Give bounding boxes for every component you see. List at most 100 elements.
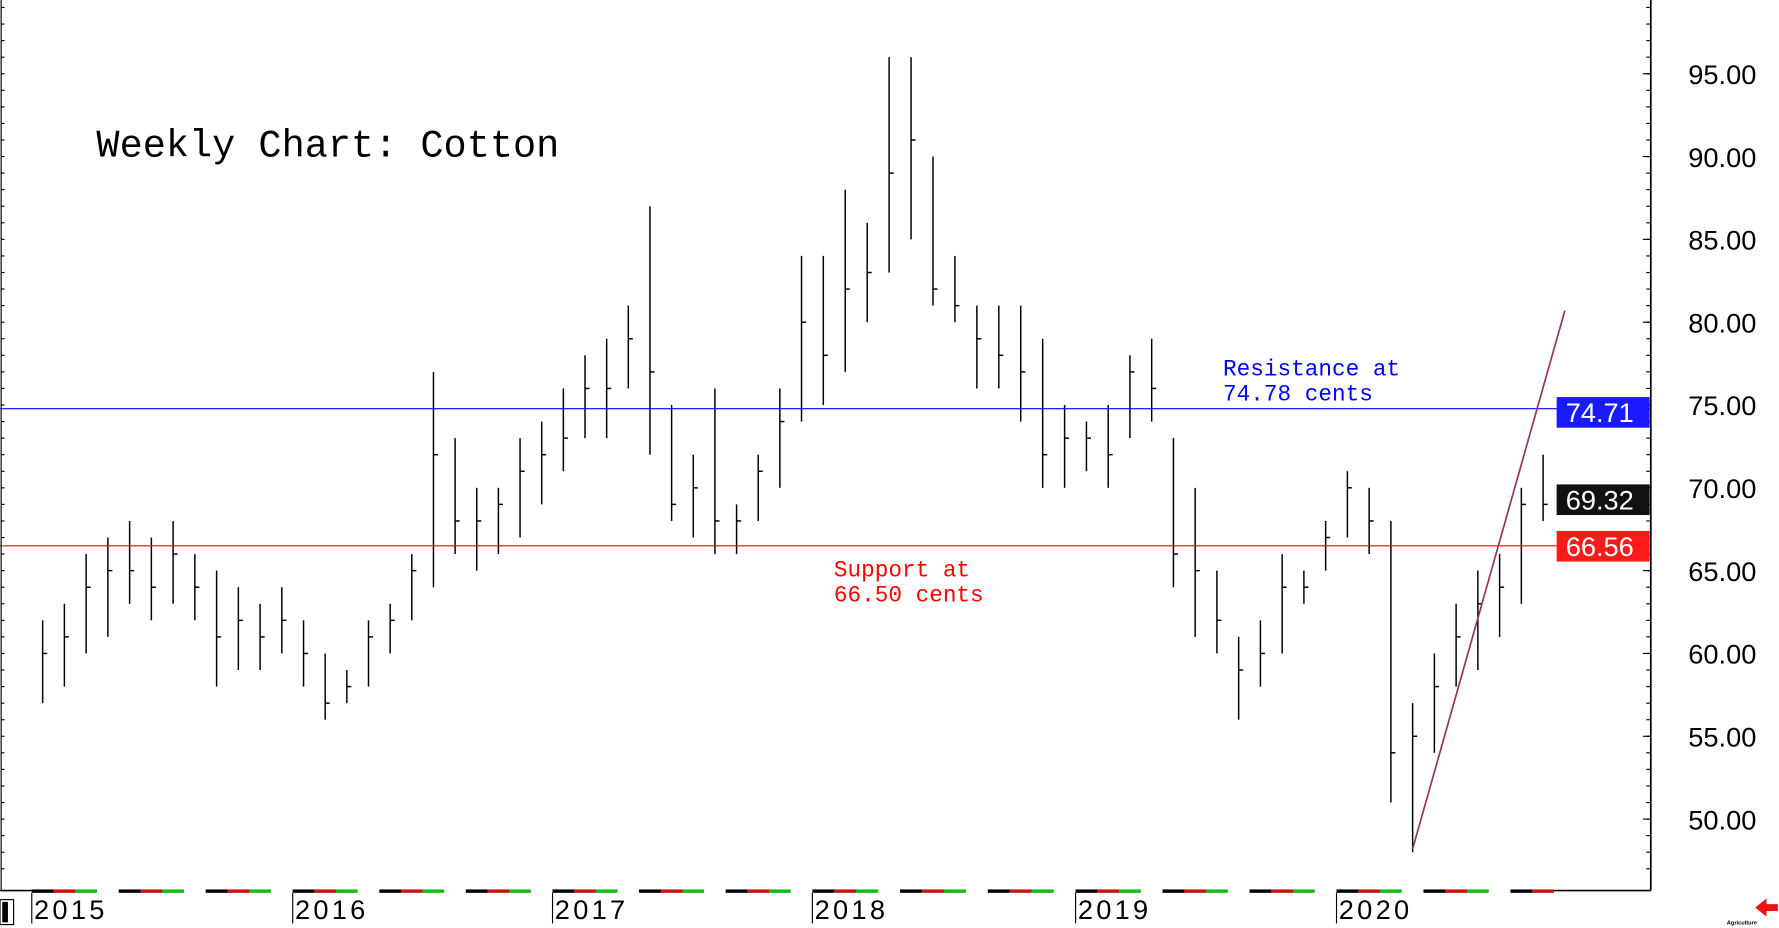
- strip-segment: [1031, 889, 1054, 893]
- last-price-marker: 69.32: [1566, 484, 1634, 515]
- price-bar: [1259, 620, 1265, 687]
- price-bar: [389, 603, 395, 654]
- y-tick-label: 90.00: [1688, 142, 1756, 173]
- price-bar: [1477, 570, 1483, 671]
- price-bar: [1303, 570, 1309, 604]
- price-bar: [1150, 338, 1157, 422]
- price-bar: [1346, 471, 1352, 538]
- strip-segment: [183, 889, 206, 893]
- strip-segment: [1271, 889, 1294, 893]
- x-tick-label: 2016: [295, 894, 365, 925]
- strip-segment: [140, 889, 163, 893]
- strip-segment: [249, 889, 271, 893]
- support-label-1: Support at: [834, 557, 970, 583]
- resistance-marker-bg: [1556, 397, 1650, 428]
- price-bar: [800, 255, 807, 422]
- strip-segment: [292, 889, 315, 893]
- price-bar: [128, 520, 135, 604]
- strip-segment: [1466, 889, 1489, 893]
- price-bar: [281, 587, 287, 654]
- strip-segment: [1097, 889, 1120, 893]
- price-bar: [779, 388, 785, 488]
- price-bar: [1216, 570, 1222, 654]
- support-marker: 66.56: [1566, 531, 1634, 562]
- x-tick-label: 2020: [1339, 894, 1409, 925]
- strip-segment: [205, 889, 228, 893]
- strip-segment: [227, 889, 250, 893]
- price-bar: [172, 520, 178, 604]
- x-tick-label: 2018: [815, 894, 885, 925]
- strip-segment: [1075, 889, 1098, 893]
- resistance-label-2: 74.78 cents: [1223, 381, 1373, 407]
- scroll-handle-grip: [2, 901, 8, 923]
- strip-segment: [1206, 889, 1228, 893]
- price-bar: [454, 438, 460, 555]
- strip-segment: [660, 889, 683, 893]
- strip-segment: [1336, 889, 1359, 893]
- price-bar: [63, 603, 69, 687]
- strip-segment: [487, 889, 510, 893]
- price-bar: [346, 670, 352, 704]
- price-bar: [1455, 603, 1461, 687]
- strip-segment: [53, 889, 76, 893]
- strip-segment: [1532, 889, 1554, 893]
- price-bar: [497, 487, 503, 555]
- strip-segment: [922, 889, 944, 893]
- price-bar: [1041, 338, 1048, 488]
- strip-segment: [118, 889, 141, 893]
- strip-segment: [1401, 889, 1424, 893]
- y-tick-label: 85.00: [1688, 225, 1756, 256]
- y-tick-label: 70.00: [1688, 473, 1756, 504]
- strip-segment: [444, 889, 466, 893]
- y-tick-label: 50.00: [1688, 804, 1756, 835]
- last-price-marker-bg: [1556, 484, 1650, 516]
- strip-segment: [900, 889, 922, 893]
- strip-segment: [162, 889, 185, 893]
- y-tick-labels: 95.00 90.00 85.00 80.00 75.00 70.00 65.00 60.00…: [1642, 59, 1756, 835]
- y-tick-label: 65.00: [1688, 556, 1756, 587]
- price-bar: [1194, 487, 1200, 637]
- price-bar: [150, 537, 156, 621]
- strip-segment: [1009, 889, 1032, 893]
- price-bar: [649, 206, 655, 455]
- strip-segment: [357, 889, 380, 893]
- price-bar: [519, 438, 525, 538]
- strip-segment: [747, 889, 770, 893]
- price-bar: [1368, 487, 1374, 555]
- strip-segment: [465, 889, 488, 893]
- strip-segment: [96, 889, 119, 893]
- strip-segment: [31, 889, 54, 893]
- price-bar: [1063, 405, 1070, 488]
- strip-segment: [617, 889, 640, 893]
- price-bar: [670, 405, 677, 521]
- strip-segment: [944, 889, 966, 893]
- price-bar: [1542, 454, 1548, 521]
- resistance-marker: 74.71: [1566, 397, 1634, 428]
- price-bar: [476, 487, 482, 571]
- x-tick-label: 2015: [34, 894, 104, 925]
- chart-title: Weekly Chart: Cotton: [96, 125, 559, 169]
- price-bar: [1498, 554, 1505, 637]
- time-color-strip: [31, 889, 1554, 893]
- price-bar: [844, 189, 850, 372]
- price-bar: [194, 554, 200, 621]
- strip-segment: [704, 889, 726, 893]
- strip-segment: [1293, 889, 1315, 893]
- strip-segment: [422, 889, 445, 893]
- price-bar: [954, 255, 960, 323]
- price-bar: [259, 603, 265, 671]
- price-bar: [1281, 554, 1287, 654]
- price-bar: [107, 537, 113, 637]
- price-bar: [41, 620, 48, 704]
- price-bar: [215, 570, 222, 687]
- price-bar: [1411, 703, 1418, 853]
- strip-segment: [1510, 889, 1533, 893]
- x-tick-label: 2017: [555, 894, 625, 925]
- y-tick-label: 80.00: [1688, 307, 1756, 338]
- price-bar: [1019, 305, 1026, 422]
- x-tick-label: 2019: [1078, 894, 1148, 925]
- strip-segment: [552, 889, 575, 893]
- price-bar: [910, 57, 916, 240]
- strip-segment: [790, 889, 813, 893]
